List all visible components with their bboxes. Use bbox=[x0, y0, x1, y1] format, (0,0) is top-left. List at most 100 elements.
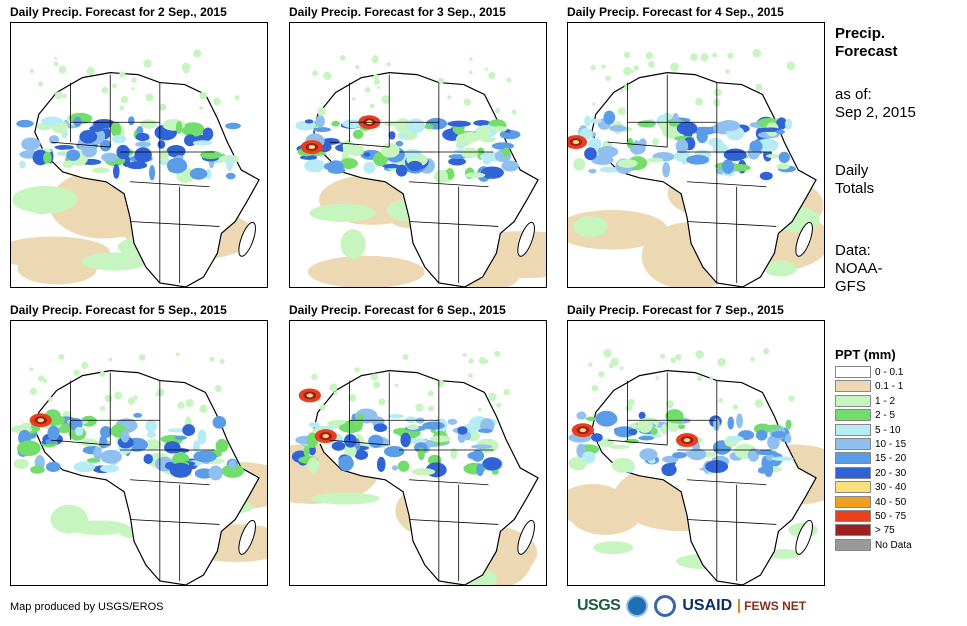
rain-cell bbox=[343, 433, 357, 448]
usgs-logo: USGS bbox=[577, 597, 621, 614]
light-rain-cell bbox=[617, 107, 626, 116]
rain-cell bbox=[447, 418, 458, 425]
light-rain-cell bbox=[99, 405, 106, 412]
rain-cell bbox=[169, 462, 192, 478]
light-rain-cell bbox=[339, 54, 346, 61]
light-rain-cell bbox=[695, 350, 704, 359]
rain-cell bbox=[19, 160, 26, 169]
light-rain-cell bbox=[700, 53, 709, 62]
rain-cell bbox=[728, 435, 744, 442]
rain-cell bbox=[384, 121, 401, 127]
light-rain-cell bbox=[312, 70, 318, 77]
light-rain-cell bbox=[29, 367, 34, 372]
rain-cell bbox=[723, 148, 747, 161]
rain-cell bbox=[47, 425, 60, 441]
light-rain-cell bbox=[127, 397, 135, 405]
country-border bbox=[329, 141, 390, 148]
panel-title: Daily Precip. Forecast for 2 Sep., 2015 bbox=[10, 5, 227, 19]
legend-label: 10 - 15 bbox=[875, 439, 907, 450]
light-rain-cell bbox=[319, 404, 326, 411]
light-rain-cell bbox=[182, 66, 190, 74]
rain-cell bbox=[761, 127, 781, 133]
light-rain-cell bbox=[717, 357, 726, 367]
country-border bbox=[607, 439, 668, 446]
legend-label: 1 - 2 bbox=[875, 395, 896, 407]
light-rain-cell bbox=[645, 51, 654, 60]
legend-title: PPT (mm) bbox=[835, 347, 896, 362]
rain-cell bbox=[771, 456, 794, 461]
rain-cell bbox=[225, 122, 241, 130]
rain-cell bbox=[304, 159, 326, 173]
rain-cell bbox=[304, 119, 314, 124]
light-rain-cell bbox=[199, 91, 208, 100]
light-rain-cell bbox=[447, 95, 452, 100]
light-rain-cell bbox=[371, 56, 379, 64]
heavy-rain-cell bbox=[572, 140, 580, 145]
ocean-rain-patch bbox=[311, 492, 380, 505]
rain-cell bbox=[166, 157, 188, 174]
rain-cell bbox=[727, 416, 735, 430]
rain-cell bbox=[450, 447, 458, 460]
light-rain-cell bbox=[159, 103, 167, 111]
light-rain-cell bbox=[752, 48, 762, 58]
rain-cell bbox=[93, 446, 102, 461]
rain-cell bbox=[696, 129, 708, 143]
rain-cell bbox=[100, 464, 120, 473]
legend-item: > 75 bbox=[835, 524, 895, 538]
rain-cell bbox=[591, 433, 603, 442]
rain-cell bbox=[175, 121, 183, 134]
light-rain-cell bbox=[732, 404, 739, 410]
rain-cell bbox=[164, 441, 181, 454]
rain-cell bbox=[480, 166, 504, 179]
rain-cell bbox=[99, 435, 108, 449]
rain-cell bbox=[313, 127, 331, 133]
light-rain-cell bbox=[175, 352, 180, 357]
rain-cell bbox=[603, 110, 616, 125]
light-rain-cell bbox=[415, 403, 424, 412]
legend-label: 5 - 10 bbox=[875, 424, 901, 436]
country-border bbox=[50, 141, 111, 148]
light-rain-cell bbox=[104, 394, 113, 403]
light-rain-cell bbox=[54, 56, 58, 60]
rain-cell bbox=[45, 461, 61, 472]
light-rain-cell bbox=[713, 88, 722, 97]
light-rain-cell bbox=[786, 61, 796, 71]
rain-cell bbox=[110, 121, 122, 138]
rain-cell bbox=[406, 424, 419, 431]
legend-item: 1 - 2 bbox=[835, 394, 896, 409]
rain-cell bbox=[662, 161, 671, 178]
rain-cell bbox=[587, 118, 602, 124]
rain-cell bbox=[303, 445, 310, 458]
precip-map bbox=[289, 22, 547, 288]
madagascar bbox=[517, 221, 535, 257]
light-rain-cell bbox=[494, 350, 501, 357]
rain-cell bbox=[405, 416, 417, 424]
rain-cell bbox=[776, 117, 787, 130]
light-rain-cell bbox=[437, 77, 445, 84]
light-rain-cell bbox=[620, 88, 624, 92]
heavy-rain-cell bbox=[308, 145, 316, 150]
rain-cell bbox=[323, 161, 342, 171]
rain-cell bbox=[499, 129, 521, 140]
rain-cell bbox=[111, 134, 127, 144]
rain-cell bbox=[174, 435, 187, 440]
rain-cell bbox=[599, 166, 620, 173]
heavy-rain-cell bbox=[322, 434, 329, 439]
light-rain-cell bbox=[619, 365, 624, 370]
legend-item: 0 - 0.1 bbox=[835, 366, 903, 380]
rain-cell bbox=[135, 132, 150, 142]
rain-cell bbox=[376, 456, 386, 472]
legend-label: No Data bbox=[875, 539, 912, 551]
rain-cell bbox=[588, 168, 597, 174]
rain-cell bbox=[708, 137, 723, 147]
light-rain-cell bbox=[755, 83, 763, 91]
rain-cell bbox=[383, 445, 405, 458]
rain-cell bbox=[66, 149, 81, 161]
rain-cell bbox=[79, 438, 99, 447]
rain-cell bbox=[609, 444, 631, 450]
light-rain-cell bbox=[86, 66, 95, 75]
light-rain-cell bbox=[185, 399, 194, 408]
light-rain-cell bbox=[108, 357, 113, 362]
rain-cell bbox=[776, 163, 790, 170]
rain-cell bbox=[755, 450, 778, 456]
